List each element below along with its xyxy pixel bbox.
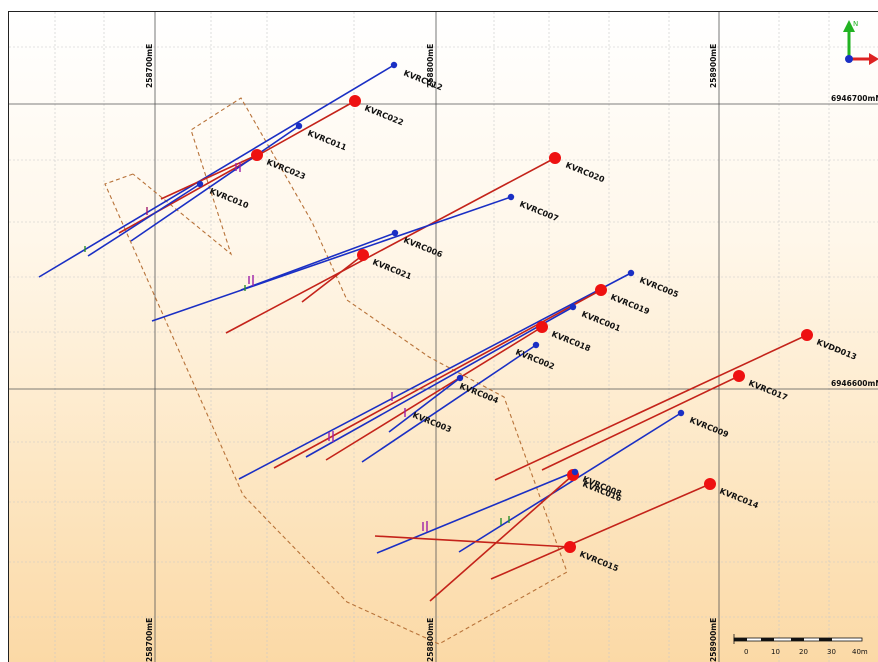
collar-kvrc010 <box>196 180 204 188</box>
collar-kvrc011 <box>295 122 303 130</box>
label-kvrc021: KVRC021 <box>371 258 413 282</box>
collar-kvrc021 <box>357 249 369 261</box>
trace-kvrc008 <box>376 471 575 554</box>
trace-kvrc018 <box>325 326 543 461</box>
trace-kvrc021 <box>301 254 364 303</box>
label-kvrc017: KVRC017 <box>747 379 789 403</box>
label-kvdd013: KVDD013 <box>815 338 858 362</box>
northing-label-2: 6946600mN <box>831 379 878 388</box>
collar-kvrc004 <box>456 374 464 382</box>
easting-top-3: 258900mE <box>709 44 718 88</box>
trace-kvrc009 <box>458 412 682 553</box>
easting-top-1: 258700mE <box>145 44 154 88</box>
collar-kvrc020 <box>549 152 561 164</box>
trace-kvrc016 <box>429 474 574 602</box>
label-kvrc019: KVRC019 <box>609 293 651 317</box>
collar-kvrc017 <box>733 370 745 382</box>
label-kvrc014: KVRC014 <box>718 487 760 511</box>
label-kvrc011: KVRC011 <box>306 129 348 153</box>
trace-kvrc020 <box>225 157 556 334</box>
label-kvrc007: KVRC007 <box>518 200 560 224</box>
scale-bar: 0 10 20 30 40m <box>733 634 868 656</box>
trace-kvrc015 <box>374 535 571 548</box>
major-grid <box>9 12 878 662</box>
label-kvrc001: KVRC001 <box>580 310 622 334</box>
scale-tick-40m: 40m <box>852 648 868 656</box>
easting-bottom-2: 258800mE <box>426 618 435 662</box>
label-kvrc018: KVRC018 <box>550 330 592 354</box>
easting-top-2: 258800mE <box>426 44 435 88</box>
label-kvrc020: KVRC020 <box>564 161 606 185</box>
trace-kvrc002 <box>361 344 537 463</box>
assay-ticks <box>84 162 510 532</box>
trace-kvrc019 <box>273 289 602 469</box>
trace-kvrc004 <box>388 377 461 433</box>
trace-kvrc005 <box>238 272 632 480</box>
trace-kvdd013 <box>494 334 808 481</box>
minor-grid <box>9 12 878 662</box>
label-kvrc006: KVRC006 <box>402 236 444 260</box>
trace-kvrc010 <box>87 183 201 257</box>
scale-tick-30: 30 <box>827 648 836 656</box>
grid-labels: 258700mE 258800mE 258900mE 258700mE 2588… <box>145 44 878 662</box>
easting-bottom-1: 258700mE <box>145 618 154 662</box>
prospect-outline <box>104 97 568 645</box>
collar-kvrc009 <box>677 409 685 417</box>
collar-kvrc014 <box>704 478 716 490</box>
collar-kvdd013 <box>801 329 813 341</box>
label-kvrc002: KVRC002 <box>514 348 556 372</box>
collar-kvrc006 <box>391 229 399 237</box>
trace-kvrc014 <box>490 483 711 580</box>
collar-kvrc001 <box>569 303 577 311</box>
north-arrow-label: N <box>853 20 858 28</box>
label-kvrc010: KVRC010 <box>208 187 250 211</box>
trace-kvrc011 <box>130 125 300 242</box>
northing-label-1: 6946700mN <box>831 94 878 103</box>
trace-kvrc017 <box>541 375 740 471</box>
trace-kvrc006 <box>240 232 396 291</box>
scale-tick-0: 0 <box>744 648 748 656</box>
trace-kvrc023 <box>160 154 258 200</box>
collars <box>196 61 813 553</box>
label-kvrc012: KVRC012 <box>402 69 444 93</box>
collar-kvrc007 <box>507 193 515 201</box>
collar-kvrc015 <box>564 541 576 553</box>
collar-kvrc002 <box>532 341 540 349</box>
trace-kvrc001 <box>305 306 574 458</box>
label-kvrc022: KVRC022 <box>363 104 405 128</box>
label-kvrc005: KVRC005 <box>638 276 680 300</box>
collar-kvrc023 <box>251 149 263 161</box>
label-kvrc009: KVRC009 <box>688 416 730 440</box>
easting-bottom-3: 258900mE <box>709 618 718 662</box>
collar-kvrc019 <box>595 284 607 296</box>
collar-kvrc012 <box>390 61 398 69</box>
drillhole-plan-map[interactable]: KVRC012 KVRC022 KVRC011 KVRC023 KVRC010 … <box>8 11 878 662</box>
trace-kvrc012 <box>38 64 395 278</box>
map-canvas: KVRC012 KVRC022 KVRC011 KVRC023 KVRC010 … <box>9 12 878 662</box>
collar-kvrc022 <box>349 95 361 107</box>
drillhole-traces <box>38 64 808 602</box>
hole-labels: KVRC012 KVRC022 KVRC011 KVRC023 KVRC010 … <box>208 69 858 574</box>
collar-kvrc018 <box>536 321 548 333</box>
north-arrow-icon: N <box>843 20 878 65</box>
collar-kvrc008 <box>571 468 579 476</box>
collar-kvrc005 <box>627 269 635 277</box>
scale-tick-20: 20 <box>799 648 808 656</box>
trace-kvrc007 <box>151 196 512 322</box>
label-kvrc015: KVRC015 <box>578 550 620 574</box>
scale-tick-10: 10 <box>771 648 780 656</box>
